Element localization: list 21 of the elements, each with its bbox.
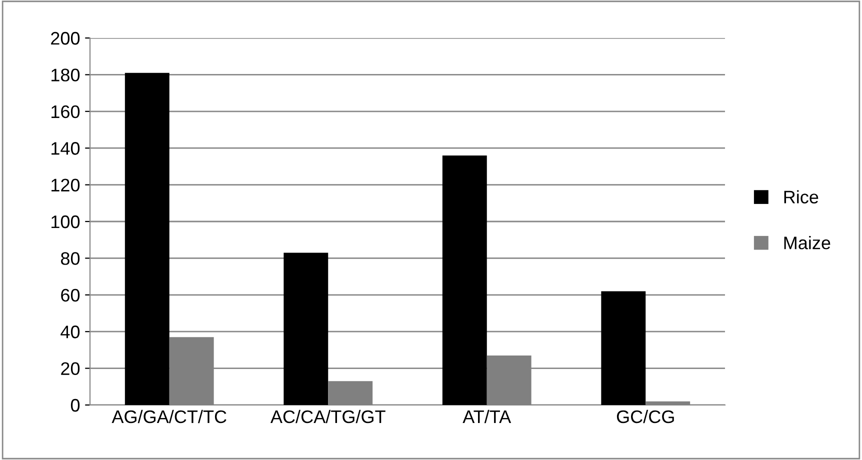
bar <box>442 155 487 405</box>
y-tick-label: 20 <box>61 362 80 376</box>
y-tick-label: 200 <box>51 32 80 45</box>
y-tick-label: 80 <box>60 252 80 265</box>
bar <box>601 291 646 405</box>
y-tick-label: 140 <box>52 142 80 155</box>
y-tick-label: 100 <box>52 215 80 228</box>
y-tick-label: 60 <box>61 288 80 302</box>
x-tick-label: AG/GA/CT/TC <box>112 410 226 424</box>
y-tick-label: 40 <box>60 326 80 338</box>
x-tick-label: AC/CA/TG/GT <box>270 410 386 424</box>
legend-label: Rice <box>784 190 818 204</box>
y-tick-label: 180 <box>52 68 80 82</box>
x-tick-label: AT/TA <box>462 410 512 424</box>
legend-label: Maize <box>784 236 830 250</box>
bar <box>284 252 328 405</box>
bar <box>124 72 170 405</box>
y-tick-label: 160 <box>52 105 80 118</box>
y-tick-label: 0 <box>70 398 80 412</box>
y-tick-label: 120 <box>52 178 80 192</box>
x-tick-label: GC/CG <box>616 410 674 424</box>
